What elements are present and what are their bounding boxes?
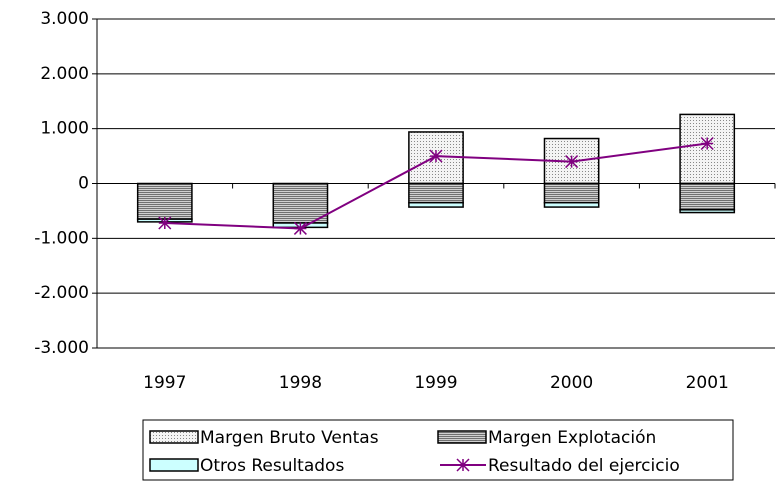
bar — [272, 182, 329, 224]
bar — [408, 182, 464, 204]
marker — [293, 221, 307, 235]
legend-box — [142, 419, 734, 481]
legend-label: Margen Explotación — [488, 428, 656, 448]
y-tick-label: 1.000 — [40, 119, 89, 139]
legend-swatch — [149, 430, 199, 444]
y-tick-label: -3.000 — [34, 338, 89, 358]
x-tick-label: 1999 — [414, 373, 457, 393]
legend-marker — [456, 458, 470, 472]
x-tick-label: 1998 — [279, 373, 322, 393]
bar — [136, 182, 193, 220]
bar — [679, 209, 736, 214]
marker — [429, 149, 443, 163]
legend-label: Otros Resultados — [200, 456, 344, 476]
marker — [565, 155, 579, 169]
x-tick-label: 1997 — [143, 373, 186, 393]
bar — [543, 182, 600, 204]
legend-swatch — [437, 430, 487, 444]
y-tick-label: -1.000 — [34, 228, 89, 248]
y-tick-label: 2.000 — [40, 64, 89, 84]
legend-label: Margen Bruto Ventas — [200, 428, 379, 448]
marker — [158, 216, 172, 230]
bar — [543, 201, 600, 208]
bar — [408, 201, 464, 208]
legend-label: Resultado del ejercicio — [488, 456, 680, 476]
y-tick-label: -2.000 — [34, 283, 89, 303]
bar — [679, 182, 736, 211]
y-tick-label: 0 — [78, 174, 89, 194]
x-tick-label: 2001 — [686, 373, 729, 393]
y-tick-label: 3.000 — [40, 9, 89, 29]
legend-swatch — [149, 458, 199, 472]
x-tick-label: 2000 — [550, 373, 593, 393]
marker — [700, 136, 714, 151]
